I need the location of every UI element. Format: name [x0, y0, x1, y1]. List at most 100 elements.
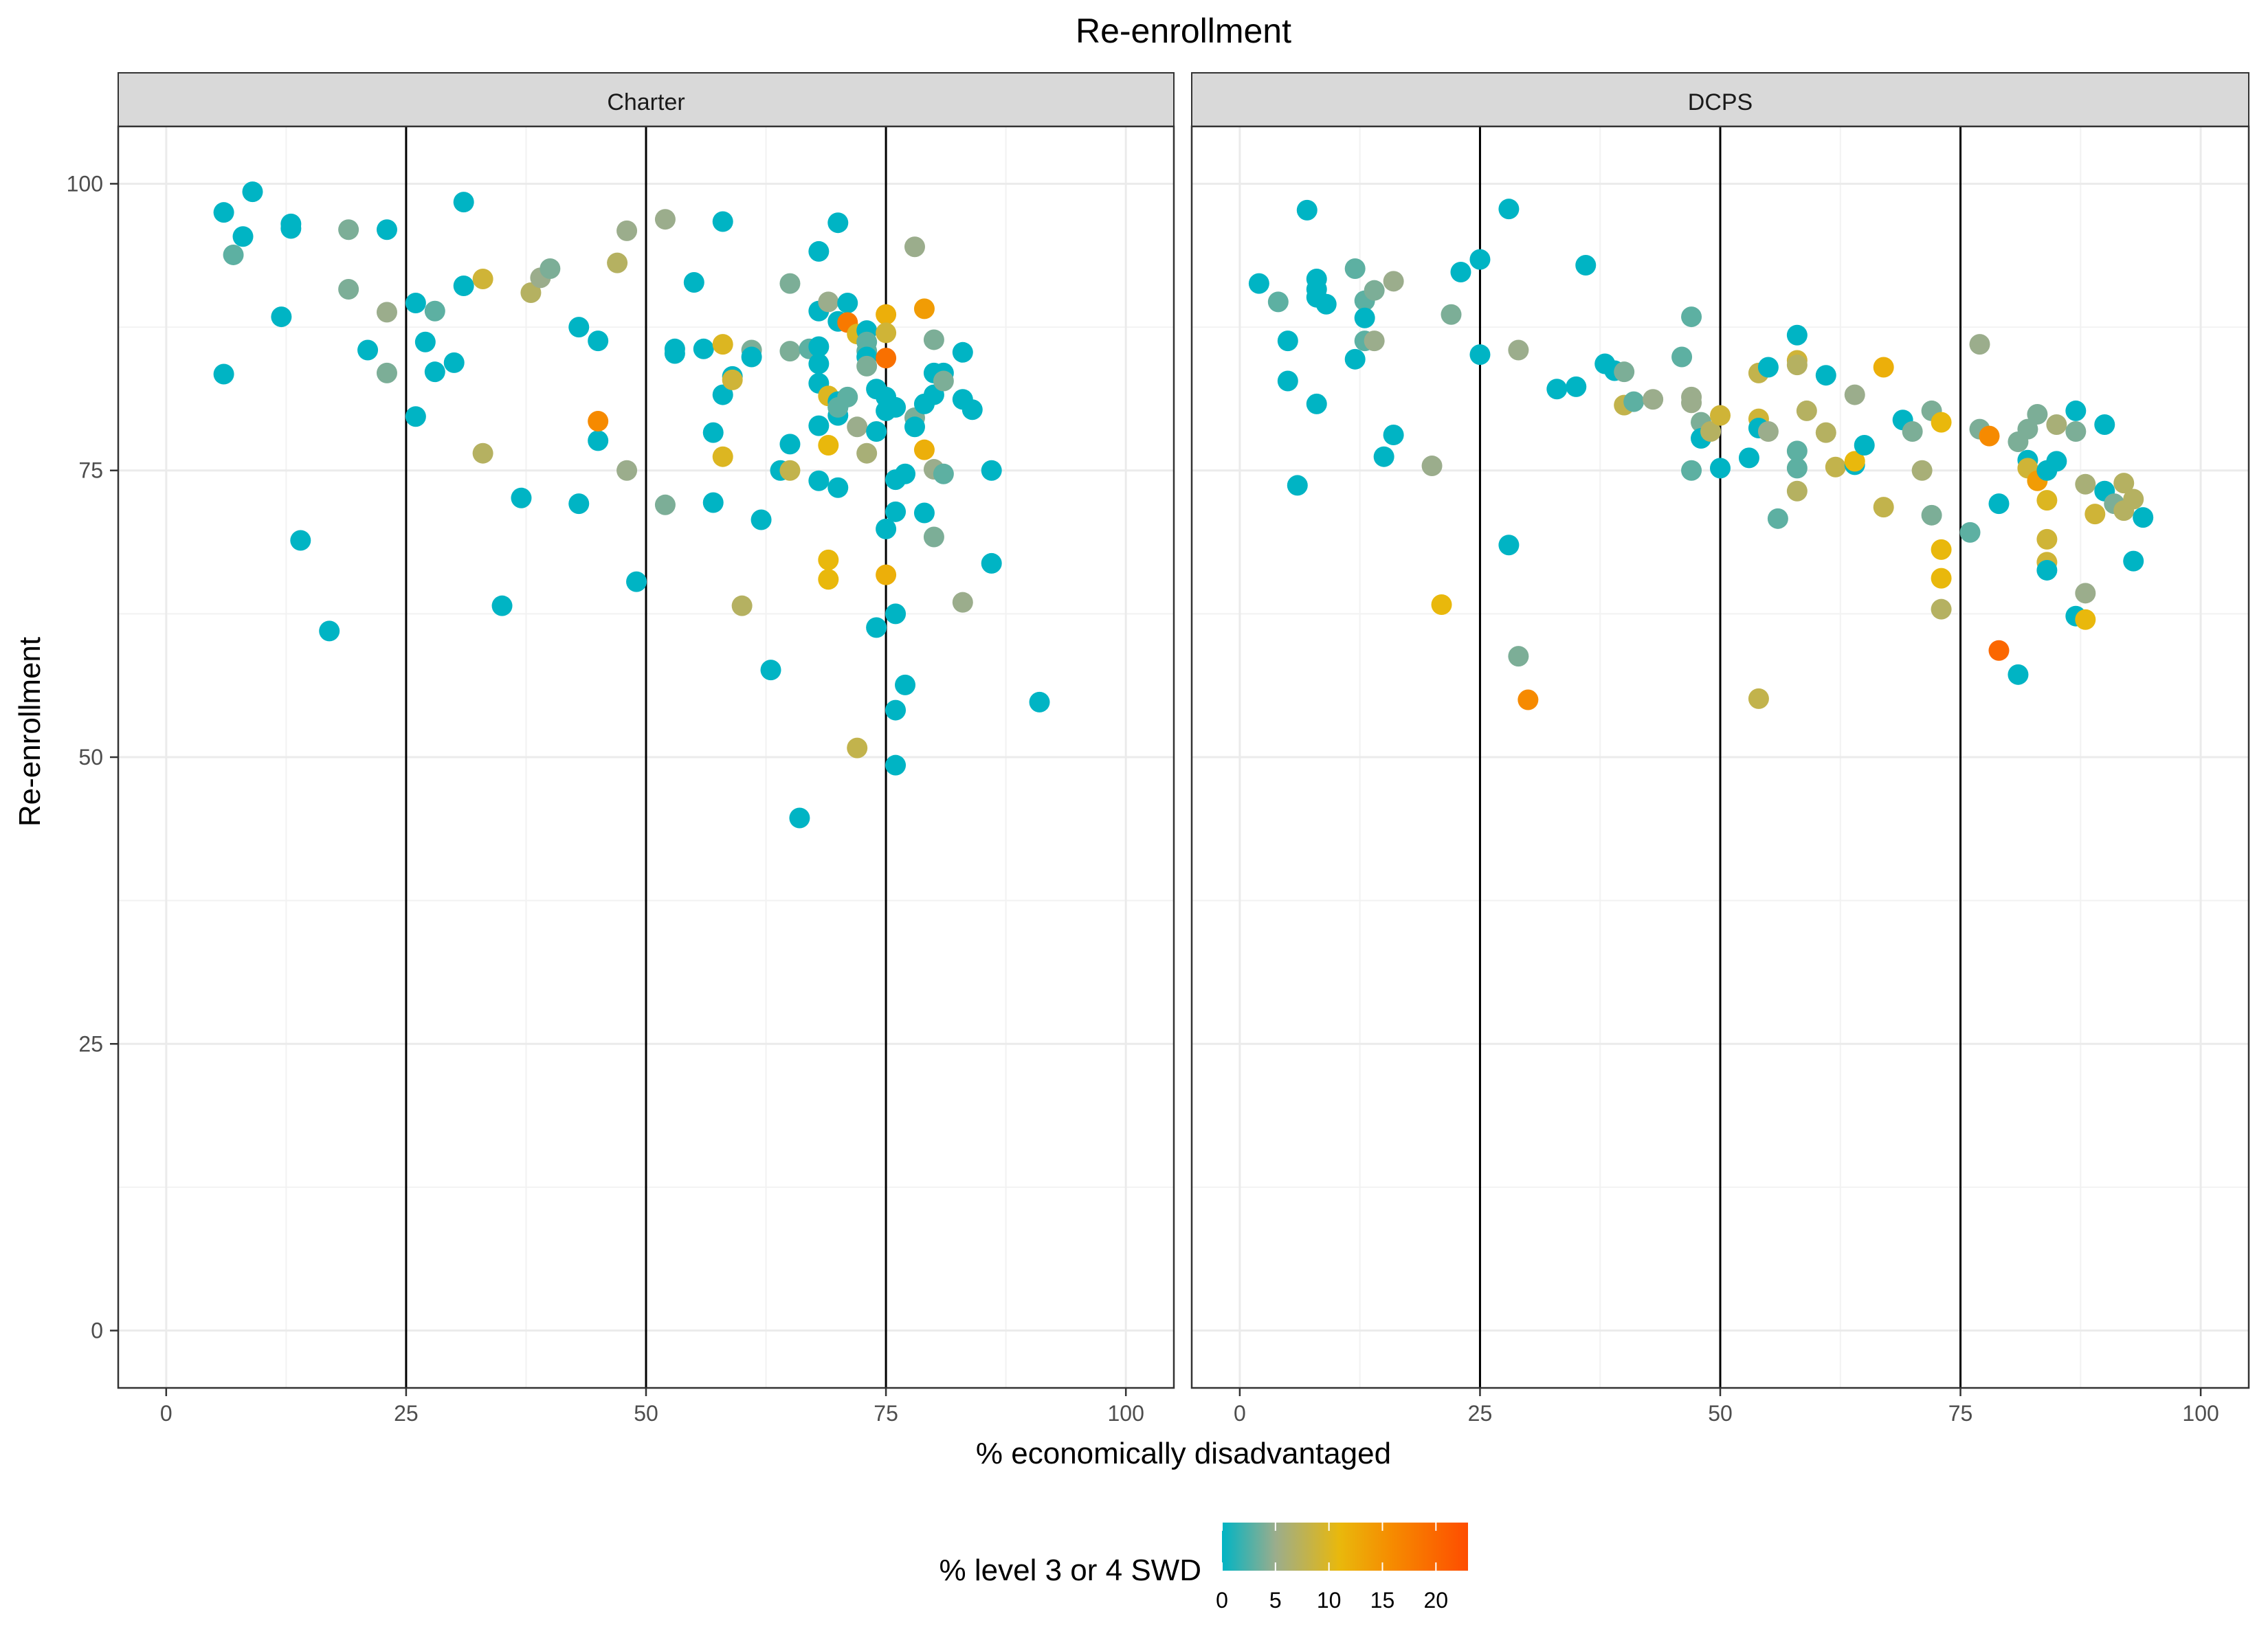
data-point: [1748, 688, 1769, 709]
data-point: [1623, 391, 1645, 412]
data-point: [1825, 456, 1846, 478]
data-point: [2113, 473, 2135, 494]
data-point: [568, 317, 590, 338]
data-point: [280, 218, 302, 239]
data-point: [981, 460, 1002, 481]
data-point: [1681, 460, 1702, 481]
data-point: [491, 595, 513, 616]
data-point: [1643, 389, 1664, 410]
x-tick-label: 25: [394, 1401, 419, 1426]
data-point: [722, 369, 743, 390]
data-point: [1277, 330, 1298, 352]
color-legend: % level 3 or 4 SWD 0 5 10 15 20: [940, 1523, 1468, 1613]
data-point: [2123, 550, 2144, 572]
data-point: [712, 384, 733, 405]
data-point: [213, 363, 234, 385]
data-point: [511, 487, 532, 508]
data-point: [1969, 334, 1990, 355]
data-point: [1671, 346, 1693, 368]
data-point: [866, 420, 887, 442]
panel-charter: Charter 0 25 50 75 100 0 25 50 75 100: [67, 72, 1175, 1426]
data-point: [808, 240, 830, 262]
data-point: [1681, 392, 1702, 414]
data-point: [1517, 689, 1539, 710]
data-point: [338, 219, 359, 240]
data-point: [933, 370, 954, 392]
data-point: [319, 620, 340, 642]
data-point: [923, 526, 944, 548]
legend-title: % level 3 or 4 SWD: [940, 1553, 1201, 1587]
legend-tick-label: 10: [1317, 1588, 1342, 1613]
data-point: [616, 460, 638, 481]
data-point: [818, 291, 839, 313]
data-point: [885, 754, 907, 776]
data-point: [453, 276, 474, 297]
data-point: [712, 211, 733, 232]
data-point: [1988, 640, 2010, 661]
data-point: [1786, 324, 1808, 346]
data-point: [290, 530, 311, 551]
data-point: [414, 331, 436, 352]
data-point: [876, 322, 897, 344]
data-point: [808, 470, 830, 491]
data-point: [1575, 254, 1597, 276]
y-tick-label: 50: [78, 745, 103, 770]
x-tick-label: 0: [160, 1401, 173, 1426]
data-point: [1979, 425, 2000, 447]
data-point: [1450, 261, 1471, 282]
data-point: [1441, 304, 1462, 325]
data-point: [818, 549, 839, 570]
data-point: [847, 416, 868, 438]
data-point: [779, 460, 801, 481]
data-point: [1469, 249, 1491, 270]
y-tick-label: 25: [78, 1031, 103, 1056]
data-point: [1988, 493, 2010, 515]
data-point: [876, 348, 897, 369]
x-tick-label: 100: [1107, 1401, 1144, 1426]
data-point: [904, 416, 925, 438]
data-point: [1508, 339, 1529, 361]
data-point: [856, 442, 878, 464]
data-point: [981, 552, 1002, 574]
panel-dcps: DCPS 0 25 50 75 100: [1190, 72, 2250, 1426]
x-tick-label: 75: [1948, 1401, 1973, 1426]
data-point: [1546, 379, 1568, 400]
data-point: [779, 273, 801, 294]
data-point: [1296, 199, 1318, 221]
data-point: [712, 446, 733, 467]
data-point: [472, 442, 493, 464]
data-point: [1786, 440, 1808, 462]
data-point: [1873, 497, 1894, 518]
data-point: [568, 493, 590, 515]
data-point: [1700, 420, 1722, 442]
data-point: [1431, 594, 1452, 616]
data-point: [1373, 446, 1394, 467]
data-point: [779, 434, 801, 455]
data-point: [1498, 199, 1520, 220]
data-point: [654, 494, 676, 515]
data-point: [1469, 344, 1491, 366]
data-point: [2046, 451, 2067, 472]
data-point: [1757, 357, 1779, 378]
data-point: [2094, 414, 2115, 435]
data-point: [923, 329, 944, 350]
data-point: [779, 341, 801, 362]
data-point: [885, 603, 907, 625]
data-point: [232, 226, 254, 247]
data-point: [913, 502, 935, 524]
data-point: [885, 396, 907, 418]
data-point: [1315, 293, 1337, 315]
data-point: [2133, 507, 2154, 528]
data-point: [808, 336, 830, 357]
data-point: [1306, 393, 1327, 414]
data-point: [702, 492, 724, 513]
data-point: [1614, 361, 1635, 383]
data-point: [654, 209, 676, 230]
data-point: [607, 252, 628, 273]
data-point: [1508, 646, 1529, 667]
data-point: [760, 660, 781, 681]
data-point: [837, 386, 858, 407]
y-axis-label: Re-enrollment: [13, 637, 47, 827]
x-tick-label: 75: [874, 1401, 898, 1426]
data-point: [2017, 418, 2038, 440]
